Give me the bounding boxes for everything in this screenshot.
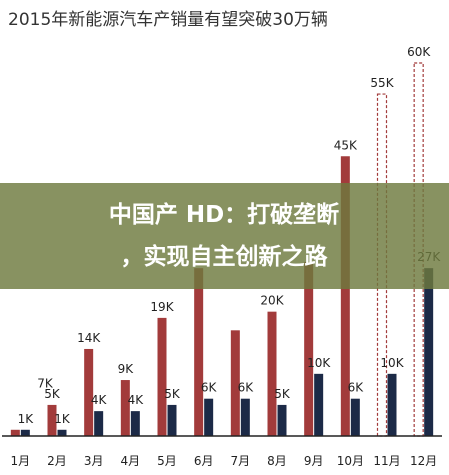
x-tick-label-9: 10月	[337, 454, 364, 468]
chart-title: 2015年新能源汽车产销量有望突破30万辆	[8, 10, 328, 30]
x-tick-label-8: 9月	[304, 454, 324, 468]
x-tick-label-3: 4月	[121, 454, 141, 468]
value-label-s1-8: 10K	[307, 356, 331, 370]
overlay-line-2: ，实现自主创新之路	[121, 243, 329, 270]
bar-s0-4	[157, 317, 167, 436]
bar-s1-0	[20, 429, 30, 436]
extra-value-label-0: 7K	[37, 376, 54, 390]
value-label-s0-1: 5K	[44, 387, 61, 401]
value-label-s1-2: 4K	[91, 393, 108, 407]
x-tick-label-6: 7月	[231, 454, 251, 468]
bar-s1-5	[204, 398, 214, 436]
value-label-s1-4: 5K	[164, 387, 181, 401]
x-tick-label-1: 2月	[47, 454, 67, 468]
bar-s0-8	[304, 261, 314, 436]
bar-s1-8	[314, 373, 324, 436]
value-label-s1-10: 10K	[380, 356, 404, 370]
x-tick-label-5: 6月	[194, 454, 214, 468]
bar-s0-7	[267, 311, 277, 436]
bar-s0-9	[340, 156, 350, 436]
bar-s1-9	[350, 398, 360, 436]
value-label-s1-7: 5K	[274, 387, 291, 401]
bar-s1-11	[424, 268, 434, 436]
x-tick-label-2: 3月	[84, 454, 104, 468]
value-label-s1-5: 6K	[201, 381, 218, 395]
x-tick-label-7: 8月	[267, 454, 287, 468]
bar-s0-3	[120, 380, 130, 436]
bar-s0-1	[47, 404, 57, 436]
x-tick-label-4: 5月	[157, 454, 177, 468]
value-label-s0-10: 55K	[370, 76, 394, 90]
bar-s1-4	[167, 404, 177, 436]
overlay-banner: 中国产 HD：打破垄断 ，实现自主创新之路	[0, 183, 449, 289]
x-tick-label-10: 11月	[373, 454, 400, 468]
bar-s0-5	[194, 268, 204, 436]
value-label-s0-3: 9K	[118, 362, 135, 376]
bar-s0-0	[10, 429, 20, 436]
value-label-s0-11: 60K	[407, 45, 431, 59]
bar-s1-10	[387, 373, 397, 436]
value-label-s0-9: 45K	[334, 138, 358, 152]
value-label-s1-9: 6K	[348, 381, 365, 395]
bar-s1-7	[277, 404, 287, 436]
bar-s0-2	[84, 348, 94, 436]
value-label-s1-3: 4K	[128, 393, 145, 407]
value-label-s0-7: 20K	[260, 294, 284, 308]
bar-s1-6	[240, 398, 250, 436]
overlay-band	[0, 183, 449, 289]
x-tick-labels: 1月 2月 3月 4月 5月 6月 7月 8月 9月 10月 11月 12月	[11, 454, 438, 468]
bar-s1-1	[57, 429, 67, 436]
bar-s0-6	[230, 330, 240, 436]
value-label-s1-6: 6K	[238, 381, 255, 395]
bar-s1-2	[94, 411, 104, 436]
value-label-s0-2: 14K	[77, 331, 101, 345]
x-tick-label-0: 1月	[11, 454, 31, 468]
overlay-line-1: 中国产 HD：打破垄断	[109, 201, 339, 228]
x-tick-label-11: 12月	[410, 454, 437, 468]
value-label-s0-4: 19K	[150, 300, 174, 314]
value-label-s1-1: 1K	[54, 412, 71, 426]
value-label-s1-0: 1K	[18, 412, 35, 426]
bars	[10, 62, 434, 437]
bar-s1-3	[130, 411, 140, 436]
